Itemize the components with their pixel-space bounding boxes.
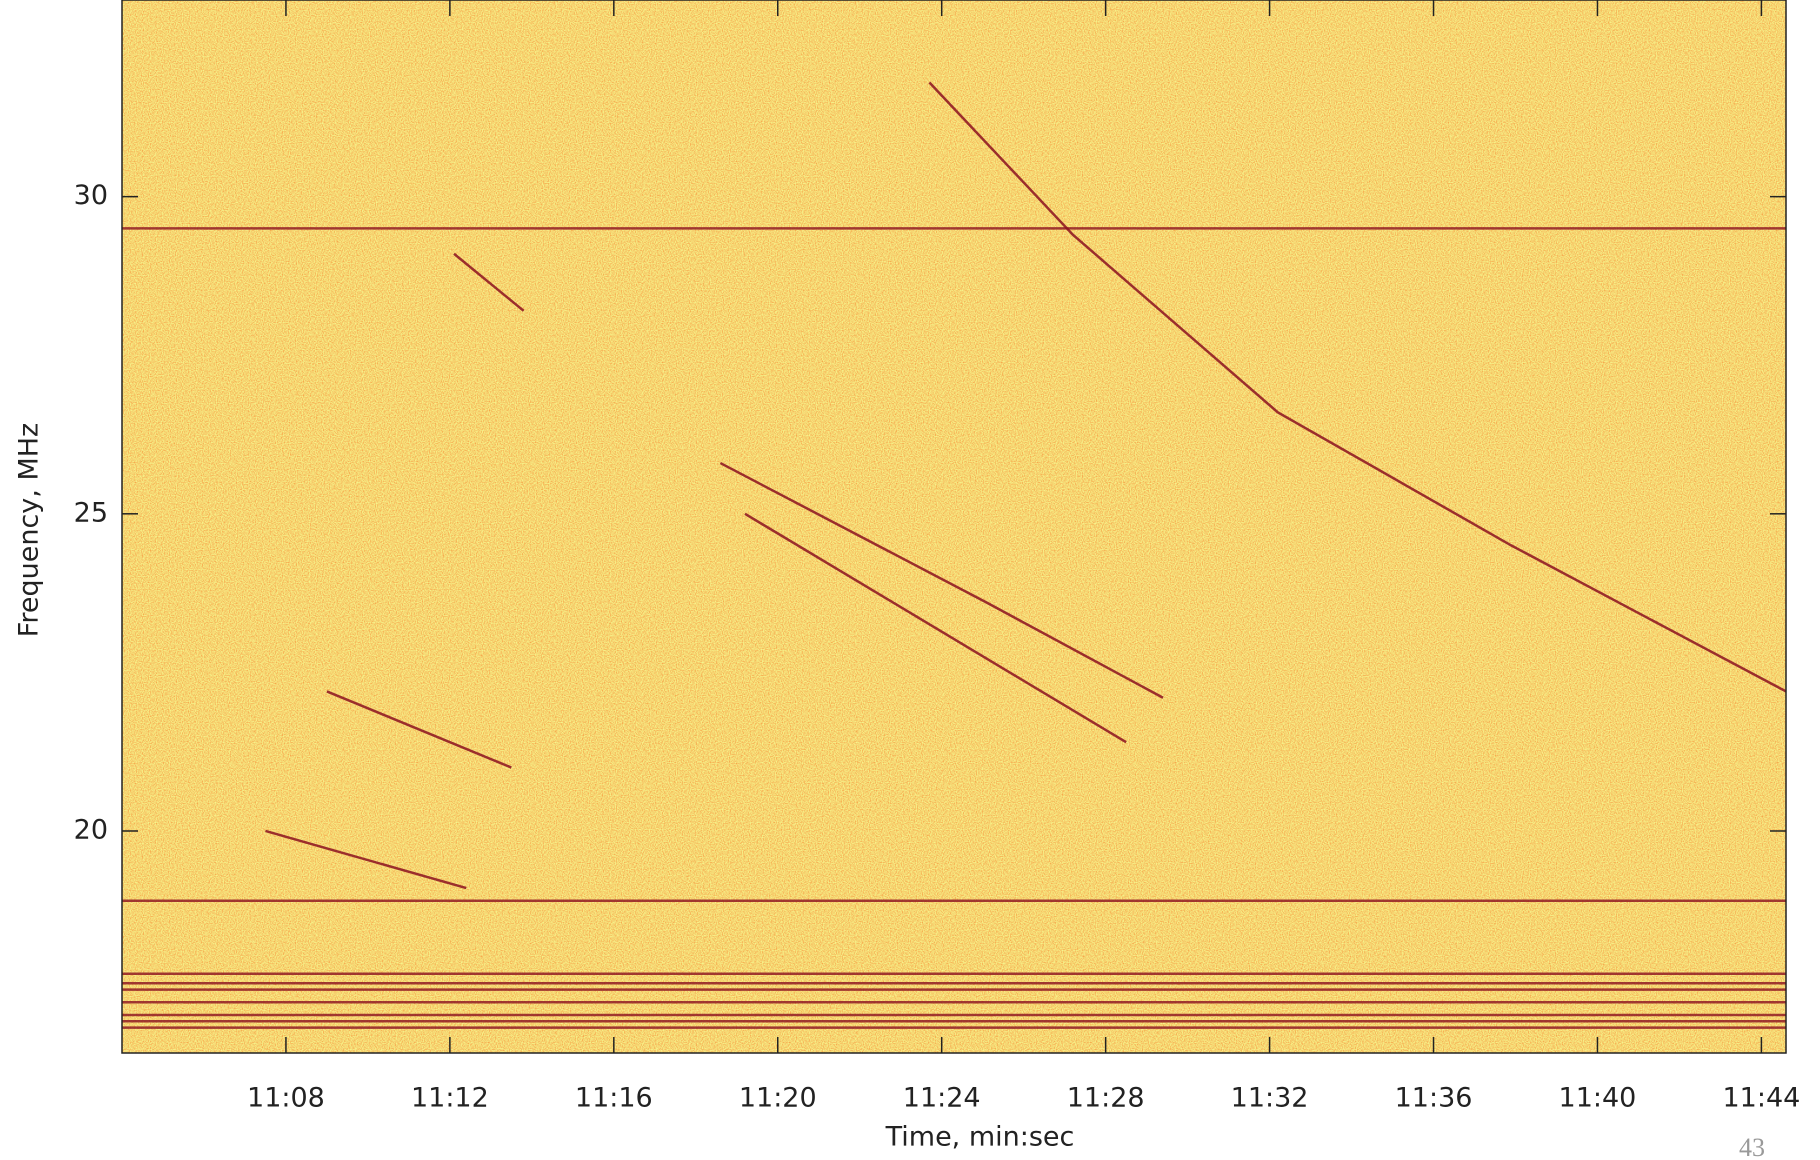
y-tick-label: 20 (74, 814, 108, 845)
burst (744, 512, 1127, 744)
x-tick-label: 11:44 (1723, 1083, 1801, 1114)
page-number: 43 (1739, 1133, 1765, 1160)
y-tick-label: 30 (74, 180, 108, 211)
burst (326, 690, 512, 769)
x-tick-label: 11:16 (575, 1083, 653, 1114)
x-axis-title: Time, min:sec (885, 1122, 1075, 1153)
noise (122, 0, 1786, 1053)
x-tick-label: 11:40 (1559, 1083, 1637, 1114)
x-tick-label: 11:24 (903, 1083, 981, 1114)
x-tick-label: 11:12 (411, 1083, 489, 1114)
plot-frame (121, 0, 1787, 1054)
burst (928, 81, 1786, 693)
x-tick-label: 11:08 (247, 1083, 325, 1114)
y-tick-label: 25 (74, 497, 108, 528)
burst (719, 461, 1164, 699)
x-tick-label: 11:36 (1395, 1083, 1473, 1114)
x-tick-label: 11:28 (1067, 1083, 1145, 1114)
x-tick-label: 11:32 (1231, 1083, 1309, 1114)
burst (453, 252, 525, 312)
burst (265, 829, 467, 890)
y-axis-title: Frequency, MHz (14, 423, 45, 637)
x-tick-label: 11:20 (739, 1083, 817, 1114)
